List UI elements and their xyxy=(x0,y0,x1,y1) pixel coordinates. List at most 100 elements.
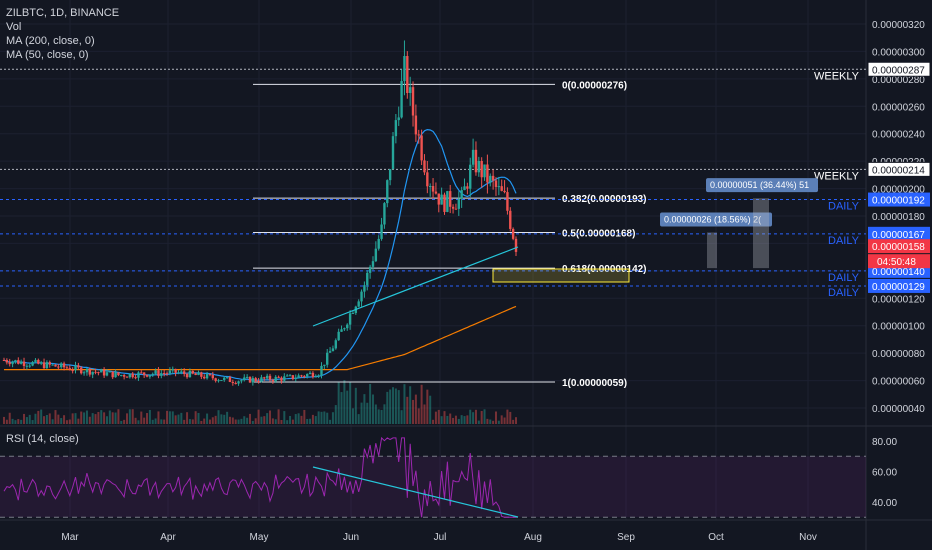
volume-bar xyxy=(146,413,149,424)
legend-ma200[interactable]: MA (200, close, 0) xyxy=(6,35,95,47)
volume-bar xyxy=(54,410,57,424)
volume-bar xyxy=(94,414,97,424)
candle-body xyxy=(157,370,160,376)
candle-body xyxy=(451,206,455,209)
candle-body xyxy=(51,364,54,366)
price-tick-label: 0.00000300 xyxy=(872,47,925,58)
candle-body xyxy=(11,361,14,365)
candle-body xyxy=(14,360,17,362)
measurements[interactable]: 0.00000026 (18.56%) 2(0.00000051 (36.44%… xyxy=(660,178,818,269)
volume-bar xyxy=(457,418,460,424)
volume-bar xyxy=(131,409,134,424)
volume-bar xyxy=(63,415,66,424)
volume-bar xyxy=(88,416,91,424)
candle-body xyxy=(145,374,149,377)
candle-body xyxy=(460,190,463,199)
candle-body xyxy=(509,210,512,229)
candle-body xyxy=(71,370,74,372)
level-label-weekly: WEEKLY xyxy=(814,70,860,82)
candle-body xyxy=(245,376,249,378)
candle-body xyxy=(2,360,6,361)
candle-body xyxy=(303,375,306,377)
volume-bar xyxy=(197,412,200,424)
volume-bar xyxy=(383,404,386,424)
candle-body xyxy=(117,372,120,376)
price-tick-label: 0.00000120 xyxy=(872,294,925,305)
volume-bar xyxy=(217,410,220,424)
candle-body xyxy=(22,361,26,367)
volume-bar xyxy=(492,420,495,424)
candle-body xyxy=(197,372,200,376)
horizontal-levels[interactable]: WEEKLY WEEKLY DAILY DAILY DAILY DAILY xyxy=(0,68,866,299)
candle-body xyxy=(82,372,86,374)
legend-ma50[interactable]: MA (50, close, 0) xyxy=(6,49,89,61)
price-tag: 0.00000140 xyxy=(872,267,925,278)
volume-bar xyxy=(191,419,194,424)
rsi-divergence-line xyxy=(312,466,519,518)
volume-bar xyxy=(500,415,503,424)
rsi-axis[interactable]: 80.00 60.00 40.00 xyxy=(872,437,897,509)
volume-bar xyxy=(440,416,443,424)
candle-body xyxy=(142,372,146,375)
candle-body xyxy=(443,194,446,212)
volume-bar xyxy=(194,411,197,424)
time-tick-label: Oct xyxy=(708,532,724,543)
fib-label-0.618: 0.618(0.00000142) xyxy=(562,264,647,275)
candles xyxy=(2,40,518,386)
volume-bar xyxy=(354,387,357,424)
volume-bar xyxy=(349,381,352,424)
candle-body xyxy=(423,160,426,173)
candle-body xyxy=(205,374,209,379)
volume-bar xyxy=(23,413,26,424)
volume-bar xyxy=(360,402,363,424)
candle-body xyxy=(168,370,172,374)
volume-bar xyxy=(77,418,80,424)
volume-bar xyxy=(303,409,306,424)
volume-bar xyxy=(105,416,108,424)
candle-body xyxy=(463,186,466,191)
candle-body xyxy=(414,115,418,135)
fib-retracement[interactable]: 0(0.00000276) 0.382(0.00000193) 0.5(0.0000… xyxy=(253,80,647,389)
volume-bar xyxy=(14,420,17,424)
candle-body xyxy=(65,367,69,369)
drawings[interactable] xyxy=(312,246,630,327)
volume-bar xyxy=(148,409,151,424)
legend-rsi[interactable]: RSI (14, close) xyxy=(6,433,79,445)
volume-bar xyxy=(274,419,277,424)
legend-vol[interactable]: Vol xyxy=(6,21,22,33)
volume-bar xyxy=(160,419,163,424)
volume-bars xyxy=(3,380,517,424)
volume-bar xyxy=(20,419,23,424)
price-axis[interactable]: 0.00000320 0.00000300 0.00000280 0.00000260… xyxy=(872,20,925,415)
volume-bar xyxy=(506,409,509,424)
candle-body xyxy=(388,169,392,181)
volume-bar xyxy=(65,420,68,424)
candle-body xyxy=(288,375,292,377)
volume-bar xyxy=(289,415,292,424)
volume-bar xyxy=(343,380,346,424)
volume-bar xyxy=(34,413,37,424)
support-zone xyxy=(492,268,630,283)
volume-bar xyxy=(472,412,475,424)
candle-body xyxy=(77,365,80,368)
volume-bar xyxy=(68,419,71,424)
candle-body xyxy=(225,377,229,379)
candle-body xyxy=(17,360,20,364)
candle-body xyxy=(491,175,495,181)
candle-body xyxy=(314,376,317,378)
price-tag-bg xyxy=(868,239,930,254)
candle-body xyxy=(457,198,460,209)
candle-body xyxy=(277,376,280,378)
price-tick-label: 0.00000320 xyxy=(872,20,925,31)
time-axis[interactable]: Mar Apr May Jun Jul Aug Sep Oct Nov xyxy=(61,532,817,543)
candle-body xyxy=(234,383,237,385)
volume-bar xyxy=(269,410,272,424)
candle-body xyxy=(131,373,134,378)
candle-body xyxy=(383,203,386,225)
symbol-title[interactable]: ZILBTC, 1D, BINANCE xyxy=(6,7,120,19)
measure-label-bg xyxy=(660,212,772,227)
fib-label-0.382: 0.382(0.00000193) xyxy=(562,194,647,205)
volume-bar xyxy=(417,408,420,424)
candle-body xyxy=(366,272,369,286)
